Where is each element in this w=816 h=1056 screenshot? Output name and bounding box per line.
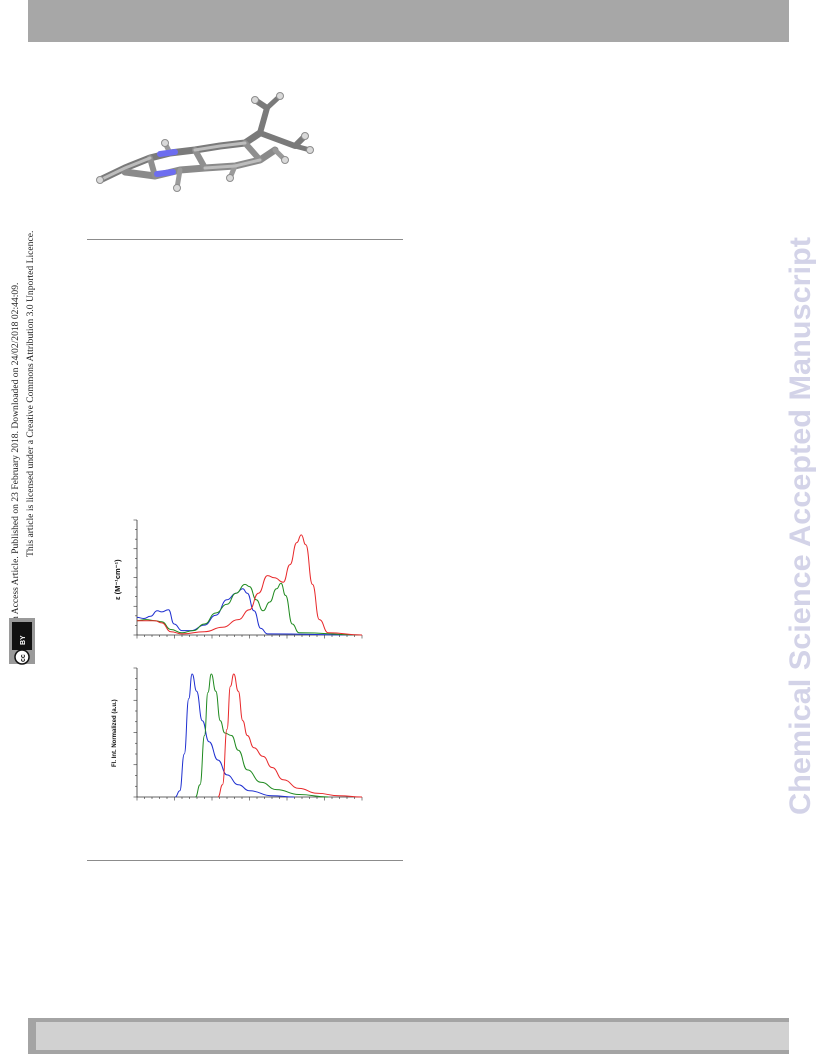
watermark-text: Chemical Science Accepted Manuscript bbox=[784, 237, 816, 815]
absorption-chart: ε (M⁻¹cm⁻¹) bbox=[113, 519, 363, 639]
absorption-ticks bbox=[133, 519, 363, 639]
fluorescence-series bbox=[175, 673, 363, 798]
cc-icon: cc bbox=[20, 654, 27, 662]
absorption-series-line-0 bbox=[136, 588, 363, 636]
license-sidebar: Open Access Article. Published on 23 Feb… bbox=[6, 212, 40, 665]
fluorescence-axes bbox=[136, 668, 362, 798]
fluorescence-series-line-1 bbox=[195, 673, 329, 798]
molecule-structure-image bbox=[96, 92, 314, 192]
cc-by-badge[interactable]: cc BY bbox=[9, 618, 35, 665]
watermark: Chemical Science Accepted Manuscript bbox=[776, 237, 816, 817]
absorption-y-axis-label: ε (M⁻¹cm⁻¹) bbox=[113, 559, 122, 600]
absorption-series-line-2 bbox=[137, 534, 363, 636]
fluorescence-series-line-0 bbox=[175, 673, 295, 798]
header-bar bbox=[28, 0, 789, 42]
absorption-series-line-1 bbox=[136, 582, 363, 636]
figure-top-rule bbox=[87, 239, 403, 240]
figure-bottom-rule bbox=[87, 860, 403, 861]
footer-bar-inner bbox=[36, 1022, 789, 1050]
license-line-1: Open Access Article. Published on 23 Feb… bbox=[10, 283, 21, 637]
fluorescence-series-line-2 bbox=[217, 673, 363, 798]
fluorescence-chart: Fl. Int. Normalized (a.u.) bbox=[112, 667, 363, 801]
license-line-2: This article is licensed under a Creativ… bbox=[25, 231, 36, 557]
fluorescence-y-axis-label: Fl. Int. Normalized (a.u.) bbox=[112, 699, 118, 767]
absorption-axes bbox=[136, 520, 362, 636]
by-label: BY bbox=[20, 635, 27, 645]
absorption-series bbox=[136, 534, 363, 636]
fluorescence-ticks bbox=[133, 667, 363, 801]
